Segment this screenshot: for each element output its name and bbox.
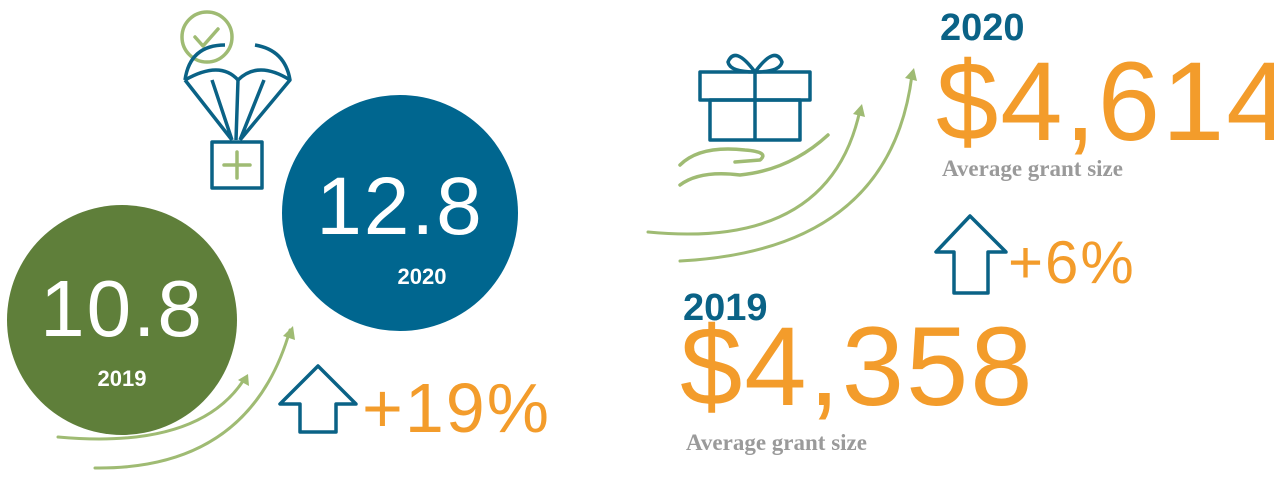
year-2020: 2020 <box>398 264 447 289</box>
parachute-icon <box>180 10 292 190</box>
gift-icon <box>678 53 830 187</box>
value-2019: 10.8 <box>40 264 204 353</box>
value-2020: 12.8 <box>316 161 484 252</box>
amount-current: $4,614 <box>936 39 1274 164</box>
up-arrow <box>278 364 358 434</box>
label-previous: Average grant size <box>686 430 867 455</box>
trend-curve <box>56 376 247 441</box>
change-left: +19% <box>362 369 551 447</box>
year-current: 2020 <box>940 7 1025 49</box>
curve-head <box>853 68 917 117</box>
curve-head <box>238 326 295 386</box>
up-arrow <box>934 214 1008 295</box>
year-2019: 2019 <box>98 366 147 391</box>
label-current: Average grant size <box>942 156 1123 181</box>
trend-curve <box>678 73 914 263</box>
circle-2019 <box>7 205 237 435</box>
trend-curve <box>646 108 862 236</box>
amount-previous: $4,358 <box>680 304 1035 429</box>
change-right: +6% <box>1008 229 1136 296</box>
circle-2020 <box>282 95 518 331</box>
year-previous: 2019 <box>683 287 768 329</box>
trend-curve <box>93 328 292 470</box>
